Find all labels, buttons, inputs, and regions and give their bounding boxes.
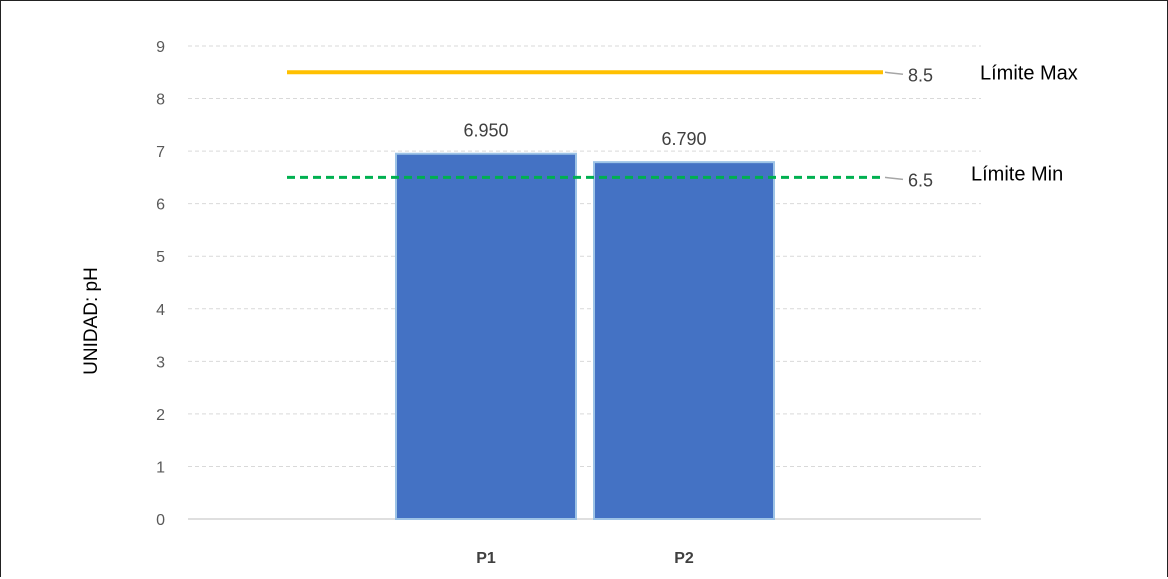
y-tick-label: 2	[156, 407, 165, 424]
reference-line-name: Límite Min	[971, 163, 1063, 185]
y-tick-label: 0	[156, 512, 165, 529]
y-tick-label: 6	[156, 197, 165, 214]
bar-p2	[593, 161, 775, 521]
y-axis-ticks: 0 1 2 3 4 5 6 7 8 9	[156, 39, 165, 529]
y-tick-label: 4	[156, 302, 165, 319]
y-tick-label: 5	[156, 249, 165, 266]
x-axis-ticks: P1 P2	[476, 550, 694, 567]
data-label: 6.790	[661, 129, 706, 149]
y-axis-label: UNIDAD: pH	[81, 267, 102, 375]
data-labels: 6.950 6.790	[463, 121, 706, 149]
y-tick-label: 8	[156, 92, 165, 109]
gridlines	[188, 45, 981, 467]
reference-leader-line	[884, 71, 904, 76]
reference-leader-line	[884, 176, 904, 181]
x-tick-label: P2	[674, 550, 694, 567]
y-tick-label: 9	[156, 39, 165, 56]
reference-lines: 8.5 Límite Max 6.5 Límite Min	[287, 62, 1078, 190]
reference-value-label: 6.5	[908, 170, 933, 190]
y-tick-label: 7	[156, 144, 165, 161]
bar-p1	[395, 152, 577, 520]
bars	[395, 152, 775, 521]
reference-line-name: Límite Max	[980, 62, 1078, 84]
x-tick-label: P1	[476, 550, 496, 567]
y-tick-label: 1	[156, 459, 165, 476]
data-label: 6.950	[463, 121, 508, 141]
reference-value-label: 8.5	[908, 65, 933, 85]
y-tick-label: 3	[156, 354, 165, 371]
